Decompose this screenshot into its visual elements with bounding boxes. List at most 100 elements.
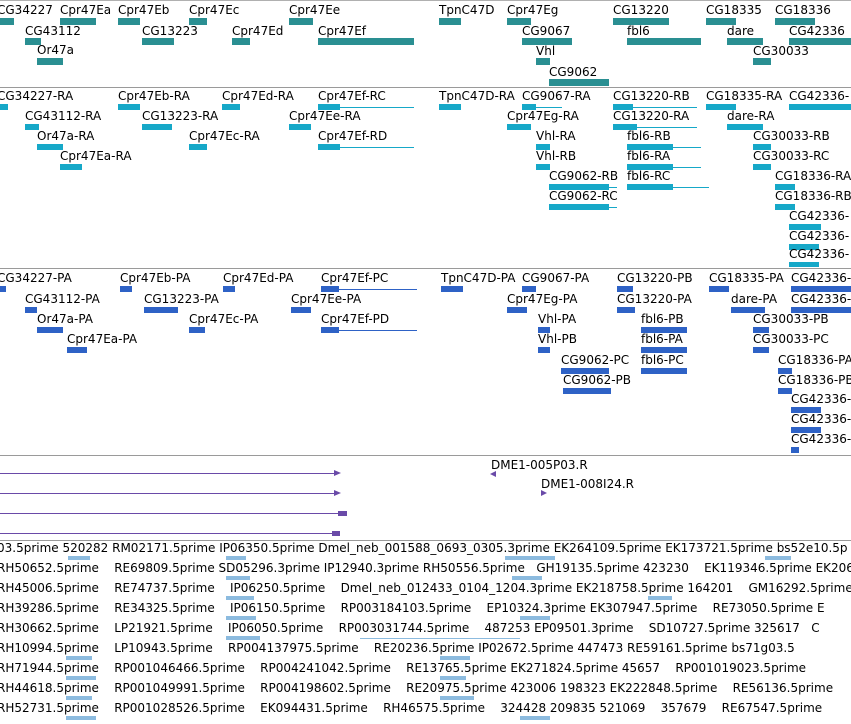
protein-label[interactable]: CG42336- (791, 271, 851, 285)
gene-glyph[interactable] (507, 18, 531, 25)
protein-label[interactable]: CG30033-PC (753, 332, 829, 346)
gene-glyph[interactable] (753, 58, 771, 65)
protein-label[interactable]: fbl6-PC (641, 353, 684, 367)
gene-glyph[interactable] (60, 18, 96, 25)
protein-glyph[interactable] (709, 286, 729, 292)
gene-label[interactable]: Cpr47Ea (60, 3, 112, 17)
transcript-glyph[interactable] (775, 204, 795, 210)
gene-label[interactable]: CG34227 (0, 3, 53, 17)
transcript-glyph[interactable] (789, 224, 821, 230)
gene-label[interactable]: CG9062 (549, 65, 598, 79)
est-row[interactable]: RH52731.5prime RP001028526.5prime EK0944… (0, 701, 823, 715)
est-glyph[interactable] (66, 716, 96, 720)
gene-label[interactable]: TpnC47D (439, 3, 495, 17)
est-glyph[interactable] (505, 556, 555, 560)
alignment-arrow-icon[interactable] (541, 490, 547, 496)
alignment-block[interactable] (338, 511, 347, 516)
transcript-glyph[interactable] (627, 184, 673, 190)
protein-label[interactable]: fbl6-PB (641, 312, 684, 326)
protein-glyph[interactable] (507, 307, 527, 313)
protein-label[interactable]: Cpr47Ef-PC (321, 271, 389, 285)
protein-glyph[interactable] (67, 347, 87, 353)
gene-label[interactable]: Or47a (37, 43, 75, 57)
gene-label[interactable]: fbl6 (627, 24, 650, 38)
transcript-label[interactable]: dare-RA (727, 109, 775, 123)
transcript-label[interactable]: fbl6-RC (627, 169, 671, 183)
est-glyph[interactable] (512, 576, 542, 580)
protein-label[interactable]: Cpr47Eg-PA (507, 292, 578, 306)
protein-label[interactable]: TpnC47D-PA (441, 271, 516, 285)
est-glyph[interactable] (226, 596, 254, 600)
transcript-glyph[interactable] (789, 262, 819, 267)
est-glyph[interactable] (66, 676, 96, 680)
protein-glyph[interactable] (441, 286, 463, 292)
protein-glyph[interactable] (37, 327, 63, 333)
transcript-label[interactable]: fbl6-RB (627, 129, 671, 143)
protein-label[interactable]: CG18335-PA (709, 271, 784, 285)
est-glyph[interactable] (765, 556, 791, 560)
transcript-glyph[interactable] (189, 144, 207, 150)
gene-label[interactable]: Vhl (536, 44, 556, 58)
protein-glyph[interactable] (641, 347, 687, 353)
transcript-label[interactable]: Cpr47Ee-RA (289, 109, 361, 123)
protein-glyph[interactable] (120, 286, 132, 292)
gene-label[interactable]: CG18335 (706, 3, 762, 17)
est-row[interactable]: RH39286.5prime RE34325.5prime IP06150.5p… (0, 601, 825, 615)
protein-glyph[interactable] (538, 347, 550, 353)
transcript-glyph[interactable] (507, 124, 531, 130)
gene-label[interactable]: Cpr47Ec (189, 3, 240, 17)
protein-glyph[interactable] (791, 427, 821, 433)
protein-label[interactable]: CG34227-PA (0, 271, 72, 285)
protein-label[interactable]: Cpr47Eb-PA (120, 271, 191, 285)
gene-glyph[interactable] (439, 18, 461, 25)
est-row[interactable]: 03.5prime 520282 RM02171.5prime IP06350.… (0, 541, 848, 555)
protein-label[interactable]: CG30033-PB (753, 312, 829, 326)
protein-glyph[interactable] (778, 388, 792, 394)
protein-glyph[interactable] (144, 307, 178, 313)
protein-label[interactable]: CG9062-PB (563, 373, 632, 387)
transcript-label[interactable]: CG30033-RC (753, 149, 830, 163)
transcript-label[interactable]: CG9067-RA (522, 89, 591, 103)
est-glyph[interactable] (440, 656, 470, 660)
protein-glyph[interactable] (791, 407, 821, 413)
gene-label[interactable]: CG18336 (775, 3, 831, 17)
transcript-label[interactable]: CG30033-RB (753, 129, 830, 143)
transcript-glyph[interactable] (222, 104, 240, 110)
transcript-label[interactable]: Vhl-RA (536, 129, 576, 143)
gene-glyph[interactable] (0, 18, 14, 25)
protein-label[interactable]: CG13223-PA (144, 292, 219, 306)
gene-label[interactable]: Cpr47Ed (232, 24, 284, 38)
gene-label[interactable]: CG42336 (789, 24, 845, 38)
protein-glyph[interactable] (291, 307, 311, 313)
protein-label[interactable]: CG42336- (791, 392, 851, 406)
gene-glyph[interactable] (318, 38, 414, 45)
est-row[interactable]: RH44618.5prime RP001049991.5prime RP0041… (0, 681, 834, 695)
protein-glyph[interactable] (791, 286, 851, 292)
transcript-label[interactable]: Cpr47Eg-RA (507, 109, 579, 123)
est-row[interactable]: RH30662.5prime LP21921.5prime IP06050.5p… (0, 621, 820, 635)
transcript-glyph[interactable] (627, 164, 673, 170)
est-glyph[interactable] (66, 656, 92, 660)
protein-label[interactable]: Cpr47Ee-PA (291, 292, 362, 306)
transcript-glyph[interactable] (0, 104, 8, 110)
transcript-label[interactable]: CG34227-RA (0, 89, 74, 103)
transcript-glyph[interactable] (142, 124, 172, 130)
protein-label[interactable]: Vhl-PA (538, 312, 577, 326)
transcript-glyph[interactable] (536, 164, 550, 170)
gene-label[interactable]: dare (727, 24, 755, 38)
gene-glyph[interactable] (706, 18, 736, 25)
transcript-label[interactable]: Cpr47Ed-RA (222, 89, 294, 103)
transcript-label[interactable]: Vhl-RB (536, 149, 577, 163)
protein-glyph[interactable] (617, 307, 635, 313)
alignment-line[interactable] (0, 513, 340, 514)
est-glyph[interactable] (66, 696, 92, 700)
transcript-glyph[interactable] (727, 124, 763, 130)
est-glyph[interactable] (226, 636, 260, 640)
transcript-glyph[interactable] (789, 244, 819, 250)
protein-label[interactable]: CG13220-PA (617, 292, 692, 306)
protein-glyph[interactable] (641, 327, 687, 333)
gene-label[interactable]: Cpr47Eg (507, 3, 559, 17)
transcript-glyph[interactable] (789, 104, 851, 110)
transcript-glyph[interactable] (289, 124, 311, 130)
gene-glyph[interactable] (25, 38, 41, 45)
